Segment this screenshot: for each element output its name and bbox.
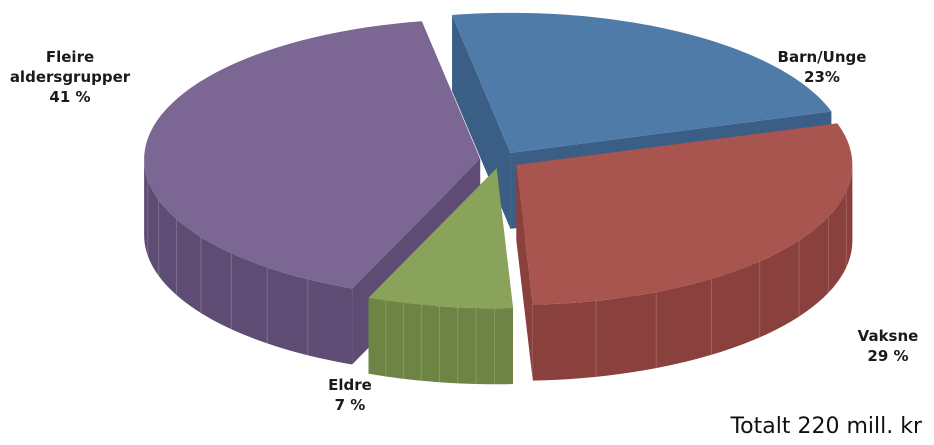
slice-vaksne-wall-1 <box>516 164 533 381</box>
slice-eldre <box>368 168 514 309</box>
label-barn-unge: Barn/Unge 23% <box>778 48 867 86</box>
slice-vaksne-side <box>532 164 853 381</box>
label-vaksne: Vaksne 29 % <box>858 327 919 365</box>
pie-tops <box>144 12 853 309</box>
slice-vaksne <box>516 123 853 305</box>
slice-fleire-aldersgrupper-side <box>144 159 353 365</box>
label-eldre: Eldre 7 % <box>328 376 372 414</box>
total-note: Totalt 220 mill. kr <box>730 414 922 439</box>
label-fleire-aldersgrupper: Fleire aldersgrupper 41 % <box>10 48 131 106</box>
slice-fleire-aldersgrupper <box>144 21 481 289</box>
slice-barn-unge <box>452 12 832 153</box>
slice-eldre-side <box>368 297 514 385</box>
